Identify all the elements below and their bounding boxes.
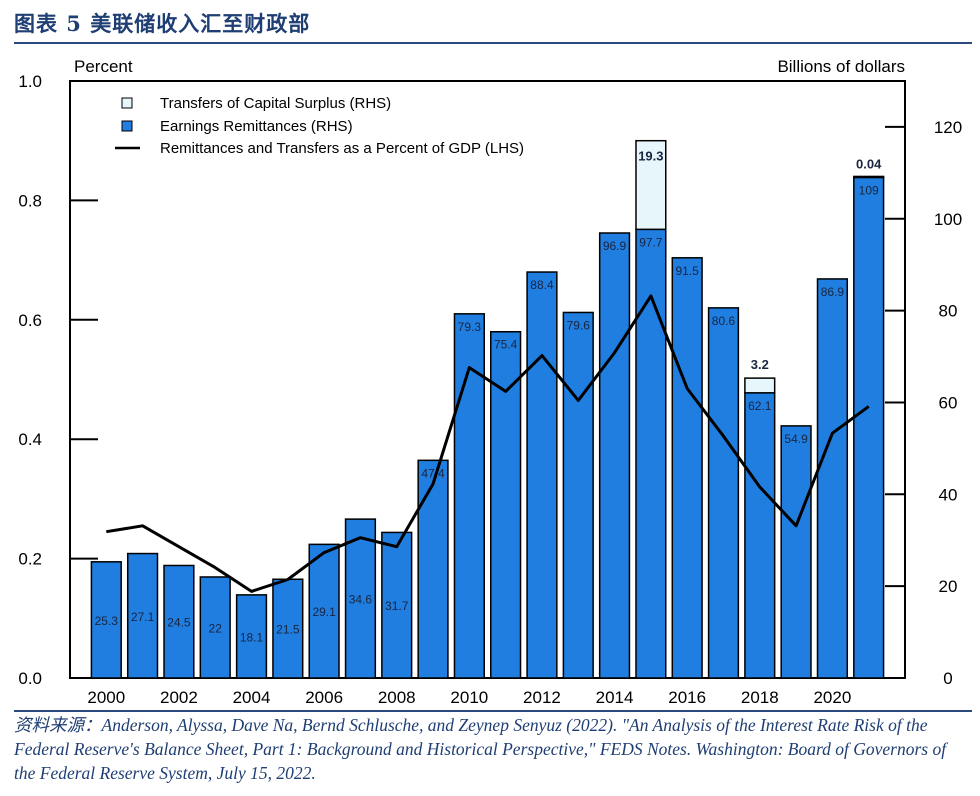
left-axis-unit: Percent [74, 57, 133, 76]
right-tick-label: 120 [934, 118, 962, 137]
left-tick-label: 0.2 [18, 550, 42, 569]
left-tick-label: 0.4 [18, 430, 42, 449]
capital-surplus-bar [635, 139, 667, 231]
earnings-bar [344, 518, 377, 679]
source-label: 资料来源： [14, 715, 102, 735]
right-tick-label: 20 [939, 577, 958, 596]
x-tick-label: 2012 [523, 688, 561, 707]
bar-value-labels: 25.3 27.1 24.5 22 18.1 21.5 29.1 34.6 31.7 47.4 79… [95, 149, 882, 645]
plot-frame [69, 80, 906, 679]
left-tick-label: 0.6 [18, 311, 42, 330]
x-tick-label: 2014 [596, 688, 634, 707]
source-text: Anderson, Alyssa, Dave Na, Bernd Schlusc… [14, 715, 947, 783]
earnings-value-label: 22 [209, 621, 223, 635]
earnings-value-label: 24.5 [167, 616, 191, 630]
percent-gdp-line [106, 294, 870, 593]
earnings-value-label: 21.5 [276, 623, 300, 637]
left-axis: 0.0 0.2 0.4 0.6 0.8 1.0 [18, 72, 98, 688]
earnings-bar [417, 459, 449, 679]
source-divider [14, 710, 972, 712]
right-tick-label: 40 [939, 485, 958, 504]
earnings-value-label: 96.9 [603, 239, 627, 253]
capital-surplus-value-label: 19.3 [638, 149, 663, 164]
earnings-value-label: 18.1 [240, 630, 264, 644]
earnings-bar [90, 561, 122, 679]
earnings-bar [381, 531, 413, 679]
earnings-bar [562, 311, 594, 679]
earnings-value-label: 88.4 [530, 278, 554, 292]
x-tick-label: 2006 [305, 688, 343, 707]
earnings-bar [671, 257, 703, 679]
earnings-bar [490, 330, 522, 679]
earnings-bar [744, 392, 776, 679]
line-series [106, 294, 870, 593]
bar-series [90, 139, 885, 679]
earnings-value-label: 75.4 [494, 338, 518, 352]
earnings-value-label: 62.1 [748, 399, 772, 413]
capital-surplus-bar [744, 377, 776, 394]
earnings-bar [598, 232, 631, 679]
x-tick-label: 2000 [87, 688, 125, 707]
header-divider [14, 42, 972, 44]
earnings-value-label: 25.3 [95, 614, 119, 628]
report-header: 图表 5 美联储收入汇至财政部 [0, 0, 980, 46]
earnings-value-label: 27.1 [131, 610, 155, 624]
earnings-value-label: 54.9 [784, 432, 808, 446]
chart-area: Percent Billions of dollars 0.0 0.2 0.4 0.6… [0, 46, 980, 710]
earnings-bar [780, 425, 812, 679]
legend-swatch-earnings [121, 120, 133, 132]
legend-label-earnings: Earnings Remittances (RHS) [160, 118, 353, 135]
right-axis-unit: Billions of dollars [777, 57, 905, 76]
x-tick-label: 2008 [378, 688, 416, 707]
earnings-bar [163, 564, 195, 679]
earnings-bar [853, 176, 885, 679]
earnings-value-label: 91.5 [675, 264, 699, 278]
earnings-bar [526, 271, 558, 679]
earnings-value-label: 29.1 [312, 605, 336, 619]
figure-title: 图表 5 美联储收入汇至财政部 [14, 11, 311, 36]
right-tick-label: 80 [939, 302, 958, 321]
earnings-value-label: 31.7 [385, 599, 409, 613]
earnings-value-label: 79.6 [567, 318, 591, 332]
x-tick-label: 2004 [233, 688, 271, 707]
chart-svg: Percent Billions of dollars 0.0 0.2 0.4 0.6… [18, 57, 962, 707]
capital-surplus-bar [853, 175, 885, 179]
earnings-value-label: 97.7 [639, 235, 663, 249]
right-tick-label: 0 [943, 669, 952, 688]
earnings-value-label: 79.3 [458, 320, 482, 334]
right-tick-label: 60 [939, 393, 958, 412]
legend-swatch-capital-surplus [121, 97, 133, 109]
left-tick-label: 0.8 [18, 191, 42, 210]
earnings-value-label: 34.6 [349, 593, 373, 607]
earnings-bar [707, 307, 740, 679]
earnings-bar [235, 594, 268, 679]
x-tick-label: 2020 [813, 688, 851, 707]
x-tick-label: 2010 [450, 688, 488, 707]
x-tick-label: 2002 [160, 688, 198, 707]
left-tick-label: 0.0 [18, 669, 42, 688]
earnings-value-label: 109 [859, 183, 879, 197]
x-tick-label: 2018 [741, 688, 779, 707]
earnings-value-label: 47.4 [421, 466, 445, 480]
earnings-value-label: 86.9 [821, 285, 845, 299]
chart-legend: Transfers of Capital Surplus (RHS) Earni… [115, 95, 524, 157]
right-tick-label: 100 [934, 210, 962, 229]
capital-surplus-value-label: 0.04 [856, 156, 882, 171]
source-note: 资料来源：Anderson, Alyssa, Dave Na, Bernd Sc… [14, 713, 964, 785]
legend-label-capital-surplus: Transfers of Capital Surplus (RHS) [160, 95, 391, 112]
earnings-bar [126, 552, 159, 679]
legend-label-percent-gdp: Remittances and Transfers as a Percent o… [160, 140, 524, 157]
earnings-bar [272, 578, 304, 679]
x-tick-label: 2016 [668, 688, 706, 707]
right-axis: 0 20 40 60 80 100 120 [885, 118, 962, 688]
earnings-bar [199, 576, 231, 679]
left-tick-label: 1.0 [18, 72, 42, 91]
earnings-bar [308, 543, 340, 679]
capital-surplus-value-label: 3.2 [751, 357, 769, 372]
earnings-value-label: 80.6 [712, 314, 736, 328]
earnings-bar [816, 278, 849, 679]
